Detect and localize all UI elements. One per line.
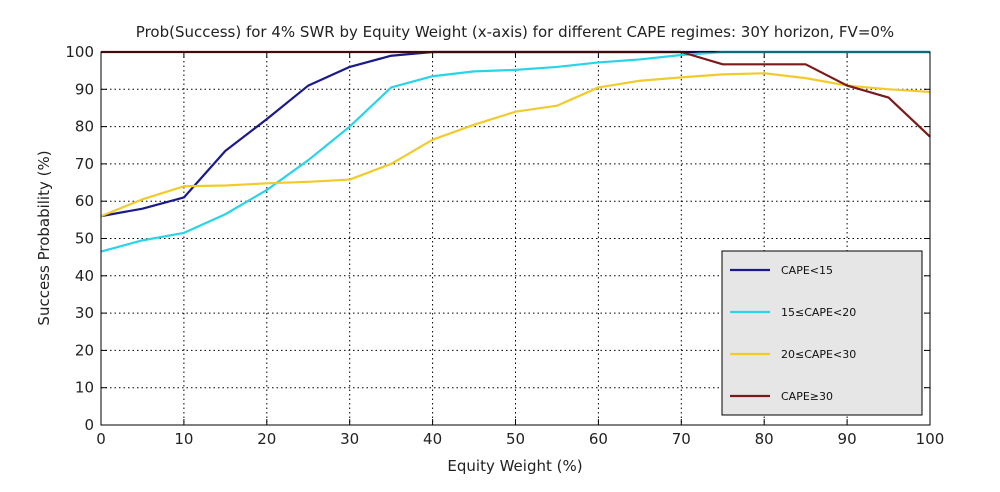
legend: CAPE<15 15≤CAPE<20 20≤CAPE<30 CAPE≥30 <box>721 250 923 416</box>
y-tick-label: 80 <box>75 118 94 136</box>
y-axis-label: Success Probability (%) <box>35 150 53 325</box>
x-tick-label: 70 <box>672 430 691 448</box>
y-tick-label: 70 <box>75 155 94 173</box>
legend-box <box>721 250 923 416</box>
x-tick-label: 40 <box>423 430 442 448</box>
y-tick-label: 60 <box>75 192 94 210</box>
legend-label: 15≤CAPE<20 <box>781 306 856 319</box>
plot-frame <box>100 51 931 426</box>
y-tick-label: 40 <box>75 267 94 285</box>
x-tick-label: 0 <box>96 430 106 448</box>
x-tick-label: 90 <box>838 430 857 448</box>
x-tick-label: 80 <box>755 430 774 448</box>
y-tick-label: 100 <box>65 43 94 61</box>
legend-label: 20≤CAPE<30 <box>781 348 856 361</box>
legend-label: CAPE<15 <box>781 264 833 277</box>
y-tick-label: 30 <box>75 304 94 322</box>
y-tick-label: 0 <box>84 416 94 434</box>
x-tick-label: 100 <box>916 430 945 448</box>
chart-title: Prob(Success) for 4% SWR by Equity Weigh… <box>136 23 894 41</box>
y-tick-label: 10 <box>75 379 94 397</box>
x-tick-label: 50 <box>506 430 525 448</box>
series-line-2 <box>100 72 931 218</box>
y-tick-label: 20 <box>75 341 94 359</box>
x-axis-label: Equity Weight (%) <box>447 457 582 475</box>
x-tick-label: 60 <box>589 430 608 448</box>
series-line-3 <box>101 50 931 138</box>
y-tick-label: 90 <box>75 80 94 98</box>
legend-label: CAPE≥30 <box>781 390 833 403</box>
y-tick-label: 50 <box>75 230 94 248</box>
x-tick-label: 20 <box>257 430 276 448</box>
x-tick-label: 30 <box>340 430 359 448</box>
x-tick-label: 10 <box>174 430 193 448</box>
